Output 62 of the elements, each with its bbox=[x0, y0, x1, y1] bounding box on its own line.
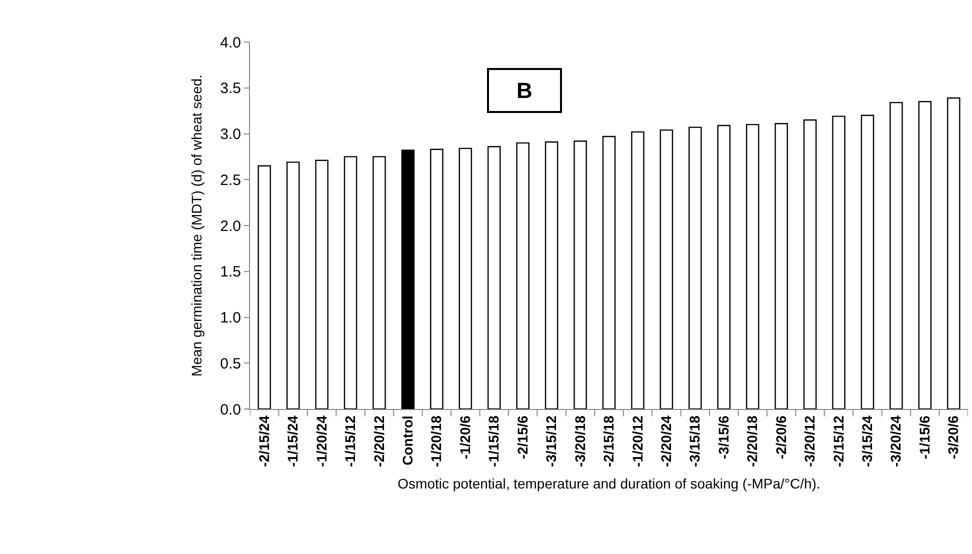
x-tick-label: -2/15/18 bbox=[600, 415, 617, 467]
bar bbox=[746, 124, 760, 409]
bar bbox=[544, 141, 558, 409]
x-tick-label: -2/20/12 bbox=[370, 415, 387, 467]
x-tick-label: -3/15/6 bbox=[715, 415, 732, 460]
bar bbox=[458, 148, 472, 409]
bar bbox=[918, 101, 932, 409]
annotation: B bbox=[516, 78, 532, 103]
bar bbox=[631, 131, 644, 409]
x-tick-label: -2/20/24 bbox=[658, 415, 674, 467]
x-tick-label: -2/15/12 bbox=[830, 415, 846, 467]
y-tick-label: 3.5 bbox=[220, 80, 241, 98]
x-axis-title: Osmotic potential, temperature and duration of soaking (-MPa/°C/h). bbox=[398, 475, 820, 492]
bar bbox=[860, 114, 874, 409]
x-tick-label: -3/15/18 bbox=[686, 415, 703, 467]
x-tick-label: -3/20/24 bbox=[888, 415, 904, 467]
y-tick-label: 2.0 bbox=[220, 218, 241, 235]
x-tick-label: -1/20/18 bbox=[428, 415, 444, 467]
y-tick-label: 1.5 bbox=[220, 264, 241, 281]
bar bbox=[344, 156, 358, 409]
x-tick-label: -1/20/24 bbox=[313, 415, 330, 467]
x-tick-label: -1/15/24 bbox=[284, 415, 301, 467]
x-tick-label: -2/15/6 bbox=[514, 415, 530, 460]
bar bbox=[832, 116, 846, 409]
bar bbox=[516, 142, 530, 409]
bar bbox=[602, 136, 616, 409]
y-tick-label: 0.5 bbox=[220, 355, 241, 372]
x-tick-label: -1/20/12 bbox=[629, 415, 646, 467]
x-tick-label: -2/15/24 bbox=[256, 415, 272, 467]
bar bbox=[717, 124, 731, 409]
bar bbox=[890, 102, 903, 409]
bar bbox=[286, 162, 300, 409]
x-tick-label: -3/15/12 bbox=[543, 415, 560, 467]
x-tick-label: -3/20/12 bbox=[802, 415, 818, 467]
y-tick-label: 2.5 bbox=[220, 172, 241, 189]
x-tick-label: -3/20/6 bbox=[945, 415, 962, 460]
bar bbox=[660, 129, 674, 409]
x-tick-label: -1/15/6 bbox=[916, 415, 932, 460]
bar bbox=[688, 126, 702, 409]
x-tick-label: -2/20/6 bbox=[772, 415, 789, 460]
bar bbox=[372, 156, 386, 409]
y-tick-label: 1.0 bbox=[220, 310, 241, 326]
bar bbox=[258, 165, 271, 409]
x-tick-label: -2/20/18 bbox=[744, 415, 760, 467]
bar bbox=[947, 97, 960, 409]
bar bbox=[430, 148, 444, 409]
y-tick-label: 4.0 bbox=[220, 34, 241, 52]
x-tick-label: -1/15/12 bbox=[342, 415, 358, 467]
x-tick-label: -1/20/6 bbox=[456, 415, 473, 460]
y-axis-title: Mean germination time (MDT) (d) of wheat seed. bbox=[188, 74, 205, 376]
x-tick-label: -3/20/18 bbox=[572, 415, 588, 467]
bar bbox=[487, 146, 501, 409]
bar bbox=[401, 150, 415, 409]
bar bbox=[315, 160, 328, 409]
y-tick-label: 0.0 bbox=[220, 401, 241, 418]
bar bbox=[574, 140, 587, 409]
bar bbox=[774, 123, 788, 409]
bar bbox=[803, 119, 817, 409]
x-tick-label: -1/15/18 bbox=[486, 415, 502, 467]
x-tick-label: -3/15/24 bbox=[859, 415, 876, 467]
y-tick-label: 3.0 bbox=[220, 126, 241, 143]
x-tick-label: Control bbox=[400, 416, 416, 466]
